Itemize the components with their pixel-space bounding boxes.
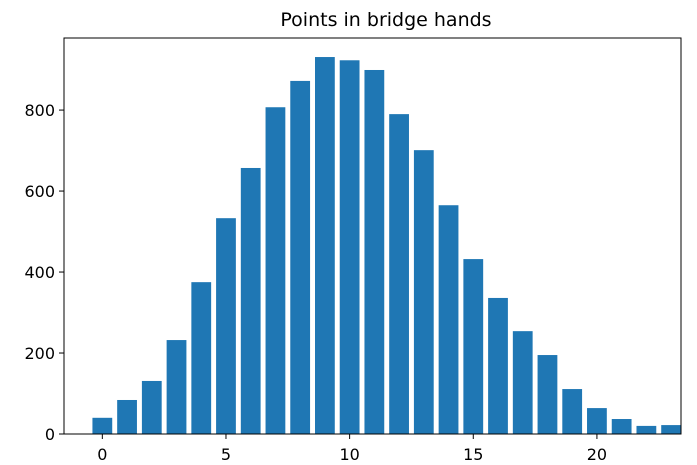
bar <box>587 408 607 434</box>
bar <box>562 389 583 434</box>
bar <box>92 417 113 434</box>
chart-title: Points in bridge hands <box>280 9 491 31</box>
bar <box>141 380 162 434</box>
bar <box>636 425 657 434</box>
y-tick-label: 600 <box>24 182 55 201</box>
bar <box>389 114 409 435</box>
bar <box>191 282 212 434</box>
bar <box>339 60 360 435</box>
x-tick-label: 5 <box>221 445 231 464</box>
bar <box>216 218 236 434</box>
bar <box>413 150 434 434</box>
x-tick-label: 20 <box>587 445 607 464</box>
bar <box>438 205 459 434</box>
bar <box>240 167 261 434</box>
bar <box>364 69 385 434</box>
bar <box>265 107 286 435</box>
bar <box>315 57 335 435</box>
bar <box>166 340 187 434</box>
x-tick-label: 15 <box>463 445 483 464</box>
y-tick-label: 400 <box>24 263 55 282</box>
plot-frame <box>63 37 682 435</box>
y-tick-label: 200 <box>24 344 55 363</box>
bar <box>661 425 681 434</box>
bar <box>537 355 558 434</box>
y-tick-label: 0 <box>45 425 55 444</box>
bar <box>463 259 484 434</box>
bar <box>290 80 311 435</box>
x-tick-label: 10 <box>339 445 359 464</box>
y-tick-label: 800 <box>24 101 55 120</box>
x-tick-label: 0 <box>97 445 107 464</box>
bar <box>512 331 533 434</box>
bar <box>488 297 508 434</box>
bar <box>611 419 632 434</box>
bar <box>117 399 137 434</box>
